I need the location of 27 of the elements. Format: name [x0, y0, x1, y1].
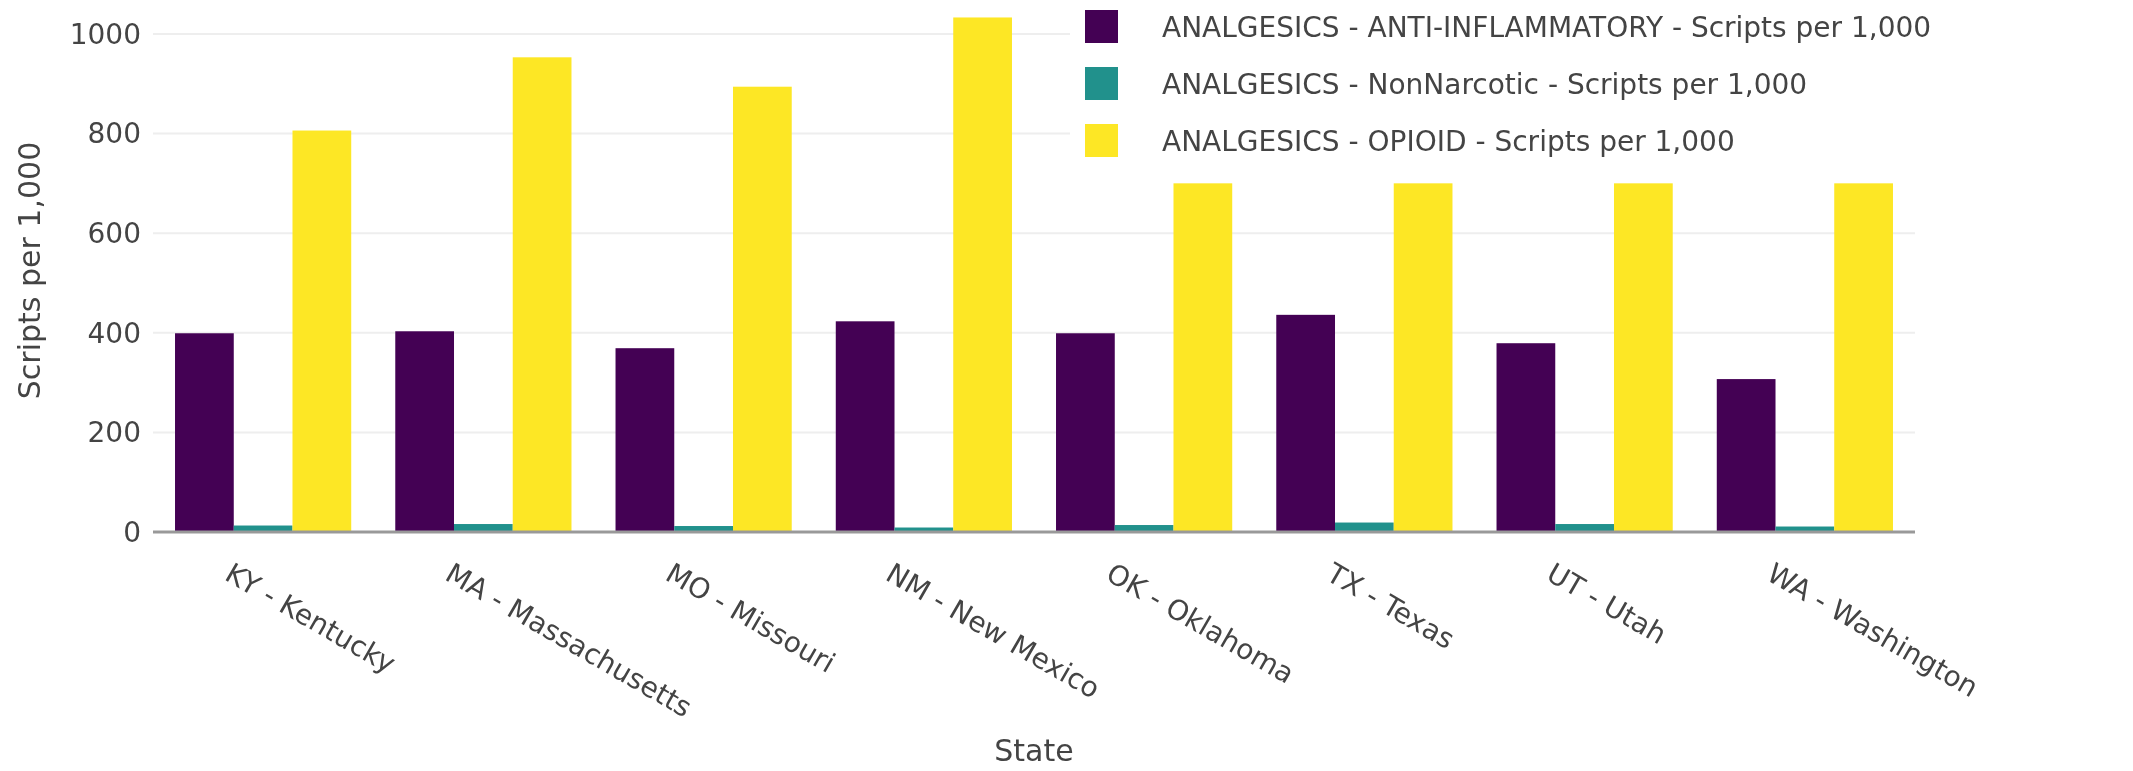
bar	[1393, 183, 1453, 532]
bar	[1716, 379, 1776, 532]
legend-label: ANALGESICS - NonNarcotic - Scripts per 1,000	[1162, 67, 1808, 101]
y-tick-label: 400	[87, 316, 141, 350]
legend-label: ANALGESICS - ANTI-INFLAMMATORY - Scripts per 1,000	[1162, 10, 1932, 44]
bar	[1276, 314, 1336, 532]
bar	[1056, 333, 1115, 532]
y-tick-label: 200	[87, 416, 141, 450]
y-tick-label: 600	[87, 216, 141, 250]
bar	[292, 130, 352, 532]
bar	[1613, 183, 1673, 532]
bar	[395, 331, 455, 532]
bar	[835, 321, 895, 532]
legend-label: ANALGESICS - OPIOID - Scripts per 1,000	[1162, 124, 1735, 158]
y-tick-label: 0	[123, 515, 141, 549]
x-axis-title: State	[994, 733, 1074, 768]
bar	[175, 333, 234, 532]
y-tick-label: 1000	[69, 17, 141, 51]
bar	[953, 17, 1012, 532]
bar	[512, 57, 572, 532]
bar	[732, 86, 792, 532]
bar	[615, 348, 675, 532]
y-axis-title: Scripts per 1,000	[12, 141, 47, 400]
bar	[1496, 343, 1556, 532]
bar	[1173, 183, 1233, 532]
y-tick-label: 800	[87, 117, 141, 151]
bar	[1834, 183, 1893, 532]
